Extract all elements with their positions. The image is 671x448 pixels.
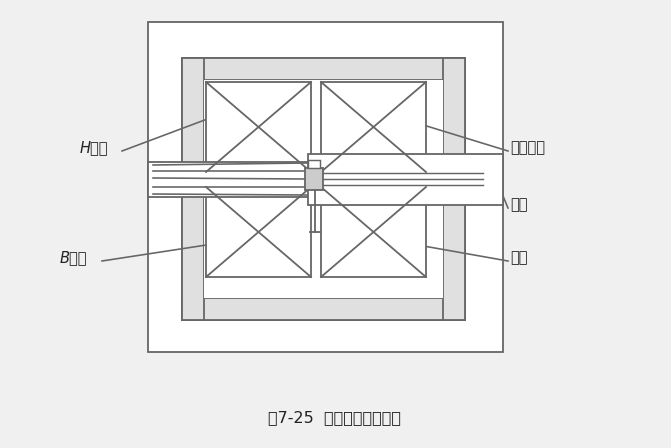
Text: 磁化线组: 磁化线组	[510, 141, 545, 155]
Bar	[443, 58, 465, 320]
Bar	[321, 187, 426, 277]
Bar	[321, 82, 426, 172]
Bar	[305, 168, 323, 190]
Bar	[308, 160, 320, 168]
Bar	[182, 298, 465, 320]
Text: B线圈: B线圈	[60, 250, 87, 266]
Bar	[182, 58, 465, 320]
Bar	[148, 22, 503, 352]
Text: 磁轭: 磁轭	[510, 250, 527, 266]
Bar	[182, 58, 204, 320]
Bar	[206, 187, 311, 277]
Bar	[204, 80, 443, 298]
Text: 极头: 极头	[510, 198, 527, 212]
Bar	[148, 162, 324, 197]
Text: 图7-25  磁导仪结构示意图: 图7-25 磁导仪结构示意图	[268, 410, 401, 426]
Bar	[308, 154, 503, 205]
Text: H线圈: H线圈	[80, 141, 109, 155]
Bar	[206, 82, 311, 172]
Bar	[182, 58, 465, 80]
